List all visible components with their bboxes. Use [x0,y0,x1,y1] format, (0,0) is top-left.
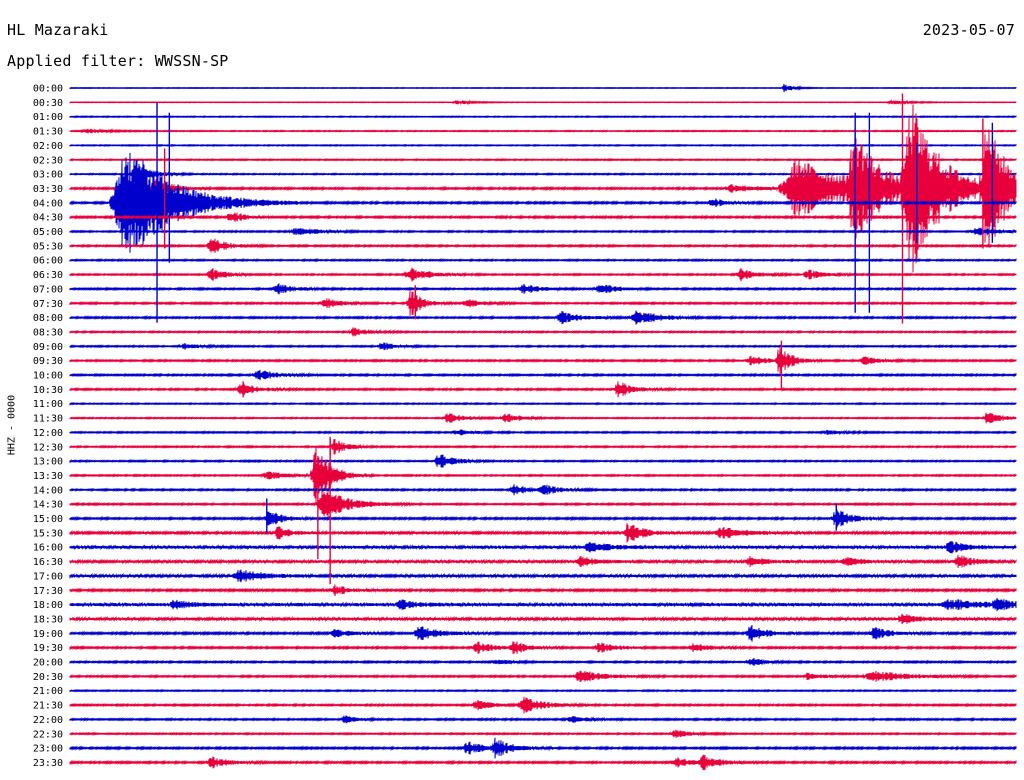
tick-label: 23:00 [33,744,63,755]
tick-label: 10:00 [33,371,63,382]
tick-label: 05:00 [33,227,63,238]
tick-label: 01:00 [33,112,63,123]
tick-label: 22:00 [33,715,63,726]
tick-label: 11:00 [33,399,63,410]
tick-label: 02:00 [33,141,63,152]
station-title: HL Mazaraki [7,21,109,39]
tick-label: 03:00 [33,170,63,181]
tick-label: 06:00 [33,256,63,267]
tick-label: 12:00 [33,428,63,439]
tick-label: 14:00 [33,485,63,496]
tick-label: 15:30 [33,528,63,539]
tick-label: 22:30 [33,729,63,740]
tick-label: 20:00 [33,658,63,669]
tick-label-group: 00:00 00:30 01:00 01:30 02:00 02:30 03:00 03:30… [33,84,63,769]
tick-label: 16:30 [33,557,63,568]
tick-label: 07:30 [33,299,63,310]
tick-label: 16:00 [33,543,63,554]
tick-label: 07:00 [33,284,63,295]
tick-label: 08:00 [33,313,63,324]
tick-label: 06:30 [33,270,63,281]
date-label: 2023-05-07 [922,21,1015,39]
tick-label: 14:30 [33,500,63,511]
tick-label: 04:00 [33,198,63,209]
tick-label: 21:00 [33,686,63,697]
tick-label: 09:00 [33,342,63,353]
tick-label: 00:30 [33,98,63,109]
tick-label: 18:00 [33,600,63,611]
tick-label: 17:00 [33,571,63,582]
tick-label: 12:30 [33,442,63,453]
tick-label: 01:30 [33,127,63,138]
tick-label: 20:30 [33,672,63,683]
tick-label: 17:30 [33,586,63,597]
tick-label: 05:30 [33,241,63,252]
tick-label: 13:30 [33,471,63,482]
tick-label: 23:30 [33,758,63,769]
tick-label: 15:00 [33,514,63,525]
tick-label: 08:30 [33,327,63,338]
tick-label: 18:30 [33,614,63,625]
tick-label: 11:30 [33,414,63,425]
tick-label: 21:30 [33,701,63,712]
trace-group [69,83,1017,771]
tick-label: 04:30 [33,213,63,224]
tick-label: 10:30 [33,385,63,396]
tick-label: 19:00 [33,629,63,640]
tick-label: 00:00 [33,84,63,95]
tick-label: 09:30 [33,356,63,367]
tick-label: 19:30 [33,643,63,654]
tick-label: 02:30 [33,155,63,166]
tick-label: 13:00 [33,457,63,468]
tick-label: 03:30 [33,184,63,195]
filter-label: Applied filter: WWSSN-SP [7,52,229,70]
